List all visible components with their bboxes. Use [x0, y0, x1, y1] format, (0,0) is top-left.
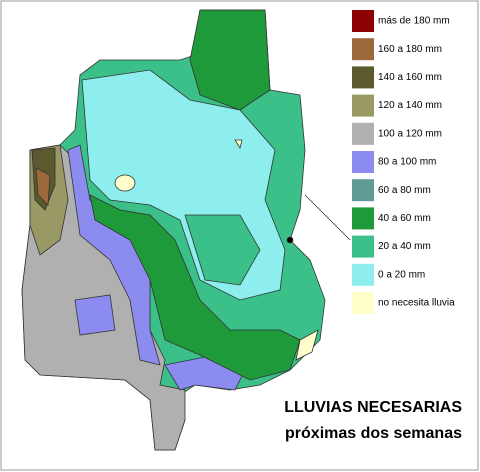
legend-label: más de 180 mm	[378, 16, 450, 27]
legend-label: no necesita lluvia	[378, 298, 455, 309]
legend-swatch	[352, 235, 374, 258]
legend-swatch	[352, 94, 374, 117]
zone-blue	[67, 144, 161, 366]
zone-blue-2	[74, 294, 116, 336]
map	[21, 9, 351, 451]
zone-yellow	[295, 329, 319, 361]
legend-swatch	[352, 38, 374, 61]
legend-label: 0 a 20 mm	[378, 269, 425, 280]
title-line1: LLUVIAS NECESARIAS	[284, 399, 462, 416]
zone-yellow-3	[234, 139, 243, 150]
legend-label: 160 a 180 mm	[378, 44, 442, 55]
legend-label: 100 a 120 mm	[378, 128, 442, 139]
zone-green-center	[184, 214, 261, 286]
legend-swatch	[352, 122, 374, 145]
legend: más de 180 mm 160 a 180 mm 140 a 160 mm 120…	[352, 10, 455, 314]
zone-green-north	[189, 9, 271, 111]
zone-brown	[35, 167, 51, 206]
legend-label: 60 a 80 mm	[378, 185, 431, 196]
river	[304, 194, 351, 241]
legend-swatch	[352, 10, 374, 32]
zone-green-dark	[89, 194, 301, 381]
legend-swatch	[352, 292, 374, 314]
legend-label: 40 a 60 mm	[378, 213, 431, 224]
legend-swatch	[352, 179, 374, 202]
city	[286, 236, 294, 244]
title-line2: próximas dos semanas	[285, 425, 462, 442]
legend-swatch	[352, 207, 374, 230]
legend-label: 80 a 100 mm	[378, 157, 436, 168]
legend-swatch	[352, 151, 374, 173]
legend-label: 140 a 160 mm	[378, 72, 442, 83]
legend-swatch	[352, 263, 374, 286]
legend-swatch	[352, 66, 374, 89]
zone-yellow-2	[114, 174, 136, 192]
legend-label: 20 a 40 mm	[378, 241, 431, 252]
legend-label: 120 a 140 mm	[378, 100, 442, 111]
